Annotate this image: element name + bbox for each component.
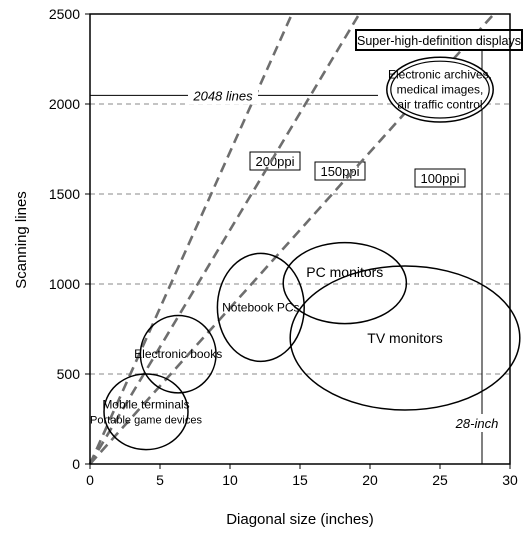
region-3-ellipse: [289, 265, 521, 411]
x-tick-label-15: 15: [292, 472, 308, 488]
y-tick-label-500: 500: [57, 366, 81, 382]
region-1-inner: [390, 60, 490, 119]
region-6-label-line-1: Portable game devices: [90, 414, 202, 426]
series-label-box-150ppi: [314, 161, 366, 181]
region-3-label: TV monitors: [367, 330, 442, 346]
x-tick-label-5: 5: [156, 472, 164, 488]
x-tick-label-0: 0: [86, 472, 94, 488]
ref-label-2048-lines: 2048 lines: [192, 88, 253, 103]
series-line-150ppi: [88, 13, 361, 465]
ref-label-bg-28-inch: [451, 414, 503, 432]
y-tick-label-0: 0: [72, 456, 80, 472]
x-axis-label: Diagonal size (inches): [226, 511, 374, 528]
series-label-box-200ppi: [249, 151, 301, 171]
region-1-label-line-2: air traffic control: [397, 98, 482, 112]
x-tick-label-10: 10: [222, 472, 238, 488]
x-tick-label-20: 20: [362, 472, 378, 488]
region-5-ellipse: [139, 314, 217, 394]
region-label-super-high-definition: Super-high-definition displays: [357, 34, 521, 48]
series-label-100ppi: 100ppi: [420, 171, 459, 186]
y-tick-label-2000: 2000: [49, 96, 80, 112]
device-regions: Super-high-definition displays Electronic…: [90, 29, 523, 451]
x-tick-label-30: 30: [502, 472, 518, 488]
reference-lines: 2048 lines 28-inch: [90, 38, 503, 464]
region-2-ellipse: [282, 241, 408, 325]
series-line-200ppi: [88, 13, 294, 465]
region-4-ellipse: [216, 252, 305, 363]
region-4-label: Notebook PCs: [222, 300, 299, 314]
ref-label-28-inch: 28-inch: [455, 416, 499, 431]
region-6-label-line-0: Mobile terminals: [102, 397, 189, 411]
y-tick-label-1500: 1500: [49, 186, 80, 202]
region-box-super-high-definition: [355, 29, 523, 51]
y-tick-label-1000: 1000: [49, 276, 80, 292]
region-1-label-line-0: Electronic archives,: [388, 68, 492, 82]
y-axis-label: Scanning lines: [13, 191, 30, 289]
ref-label-bg-2048: [188, 86, 258, 105]
series-label-box-100ppi: [414, 168, 466, 188]
region-6-ellipse: [103, 373, 189, 451]
region-1-label-line-1: medical images,: [397, 83, 484, 97]
series-label-200ppi: 200ppi: [255, 154, 294, 169]
region-1-outer: [386, 56, 494, 123]
axes: 0 5 10 15 20 25 30 0 500 1000 1500 2000 2500: [49, 6, 518, 488]
region-5-label: Electronic books: [134, 347, 222, 361]
region-2-label: PC monitors: [306, 264, 383, 280]
x-tick-label-25: 25: [432, 472, 448, 488]
y-tick-label-2500: 2500: [49, 6, 80, 22]
